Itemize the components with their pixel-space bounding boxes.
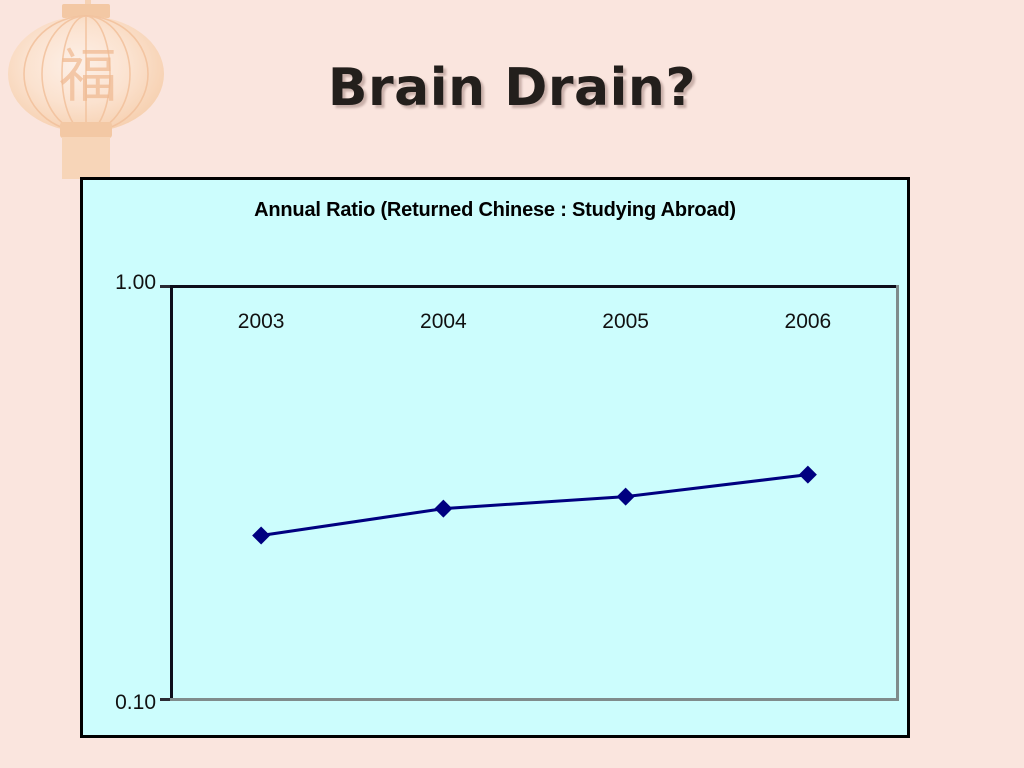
y-axis-label-max: 1.00 [115,271,156,294]
chart-panel: Annual Ratio (Returned Chinese : Studyin… [80,177,910,738]
data-point-marker-2006 [798,465,817,484]
axis-bottom-line [170,698,899,701]
x-axis-label-2003: 2003 [237,310,285,333]
x-axis-label-2004: 2004 [420,310,467,333]
data-point-marker-2004 [434,499,453,518]
data-point-marker-2005 [616,487,635,506]
slide-title: Brain Drain? [327,58,697,118]
plot-area: 1.00 0.10 2003 2004 2005 2006 [115,271,899,714]
axis-left-line [170,285,173,701]
axis-top-line [170,285,899,288]
series-line [260,473,809,537]
y-tick-mark-top [160,285,170,288]
x-axis-label-2006: 2006 [784,310,832,333]
y-axis-label-min: 0.10 [115,691,156,714]
data-series-line-chart [252,465,817,545]
axis-right-line [896,285,899,701]
y-tick-mark-bottom [160,698,170,701]
chart-title: Annual Ratio (Returned Chinese : Studyin… [254,199,736,221]
data-point-marker-2003 [252,526,271,545]
x-axis-label-2005: 2005 [602,310,649,333]
